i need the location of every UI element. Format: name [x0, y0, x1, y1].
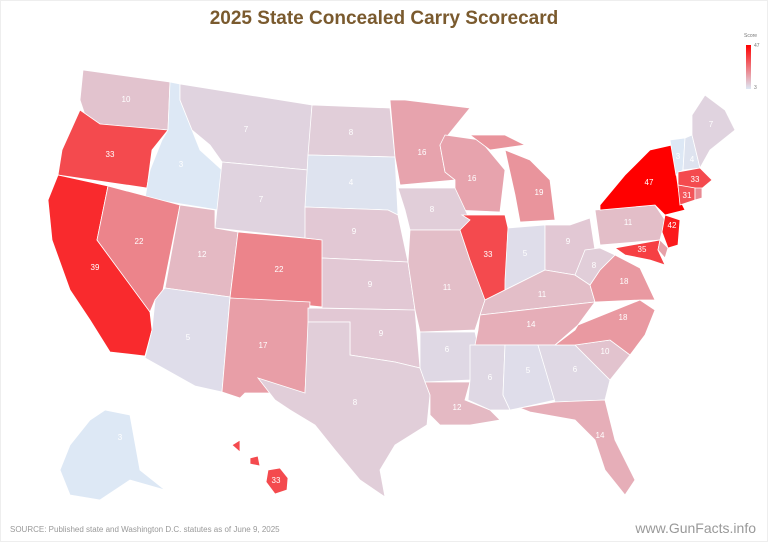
state-score-label-ia: 8 [430, 205, 435, 214]
state-score-label-nh: 4 [690, 155, 695, 164]
state-score-label-wy: 7 [259, 195, 264, 204]
state-score-label-ca: 39 [91, 263, 100, 272]
brand-watermark: www.GunFacts.info [635, 520, 756, 536]
state-ak[interactable] [59, 409, 166, 501]
legend-min-label: 3 [754, 85, 757, 91]
state-ri[interactable] [694, 187, 703, 201]
state-score-label-in: 5 [523, 249, 528, 258]
state-ar[interactable] [419, 331, 479, 383]
state-score-label-mn: 16 [418, 148, 427, 157]
source-note: SOURCE: Published state and Washington D… [10, 525, 280, 534]
state-wv[interactable] [574, 247, 616, 286]
state-score-label-sd: 4 [349, 178, 354, 187]
state-score-label-hi: 33 [272, 476, 281, 485]
legend-title: Score [744, 33, 758, 39]
state-score-label-tn: 14 [527, 320, 536, 329]
state-hi[interactable] [231, 439, 289, 495]
state-score-label-al: 5 [526, 366, 531, 375]
state-ma[interactable] [677, 167, 713, 191]
state-score-label-la: 12 [453, 403, 462, 412]
state-score-label-ne: 9 [352, 227, 357, 236]
state-score-label-me: 7 [709, 120, 714, 129]
state-score-label-mt: 7 [244, 125, 249, 134]
state-la[interactable] [424, 381, 501, 426]
map-title: 2025 State Concealed Carry Scorecard [209, 8, 559, 29]
state-score-label-or: 33 [106, 150, 115, 159]
state-score-label-co: 22 [275, 265, 284, 274]
state-score-label-wa: 10 [122, 95, 131, 104]
state-score-label-ct: 31 [683, 191, 692, 200]
color-legend: Score 47 3 [744, 33, 768, 93]
state-mi[interactable] [468, 134, 556, 223]
legend-max-label: 47 [754, 43, 760, 49]
state-score-label-wi: 16 [468, 174, 477, 183]
state-ny[interactable] [599, 144, 686, 216]
state-score-label-nd: 8 [349, 128, 354, 137]
state-nc[interactable] [553, 299, 656, 356]
state-score-label-mo: 11 [443, 283, 452, 292]
state-tx[interactable] [256, 321, 431, 498]
state-score-label-ut: 12 [198, 250, 207, 259]
state-score-label-nm: 17 [259, 341, 268, 350]
state-fl[interactable] [518, 399, 636, 496]
state-score-label-nv: 22 [135, 237, 144, 246]
state-nm[interactable] [221, 297, 311, 399]
state-score-label-ga: 6 [573, 365, 578, 374]
state-score-label-nj: 42 [668, 221, 677, 230]
state-score-label-fl: 14 [596, 431, 605, 440]
state-score-label-ky: 11 [538, 290, 547, 299]
state-score-label-ks: 9 [368, 280, 373, 289]
state-score-label-mi: 19 [535, 188, 544, 197]
state-score-label-az: 5 [186, 333, 191, 342]
state-score-label-il: 33 [484, 250, 493, 259]
state-score-label-vt: 3 [676, 152, 681, 161]
state-me[interactable] [691, 94, 736, 170]
state-score-label-wv: 8 [592, 261, 597, 270]
state-score-label-ak: 3 [118, 433, 123, 442]
state-score-label-md: 35 [638, 245, 647, 254]
state-score-label-ma: 33 [691, 175, 700, 184]
state-score-label-oh: 9 [566, 237, 571, 246]
state-score-label-nc: 18 [619, 313, 628, 322]
state-score-label-ms: 6 [488, 373, 493, 382]
state-score-label-id: 3 [179, 160, 184, 169]
legend-gradient-bar [746, 45, 751, 89]
state-score-label-va: 18 [620, 277, 629, 286]
state-score-label-ny: 47 [645, 178, 654, 187]
state-score-label-sc: 10 [601, 347, 610, 356]
state-score-label-tx: 8 [353, 398, 358, 407]
state-nj[interactable] [661, 214, 681, 249]
state-de[interactable] [657, 239, 669, 259]
state-score-label-pa: 11 [624, 218, 633, 227]
state-score-label-ar: 6 [445, 345, 450, 354]
state-or[interactable] [57, 109, 169, 189]
state-score-label-ok: 9 [379, 329, 384, 338]
